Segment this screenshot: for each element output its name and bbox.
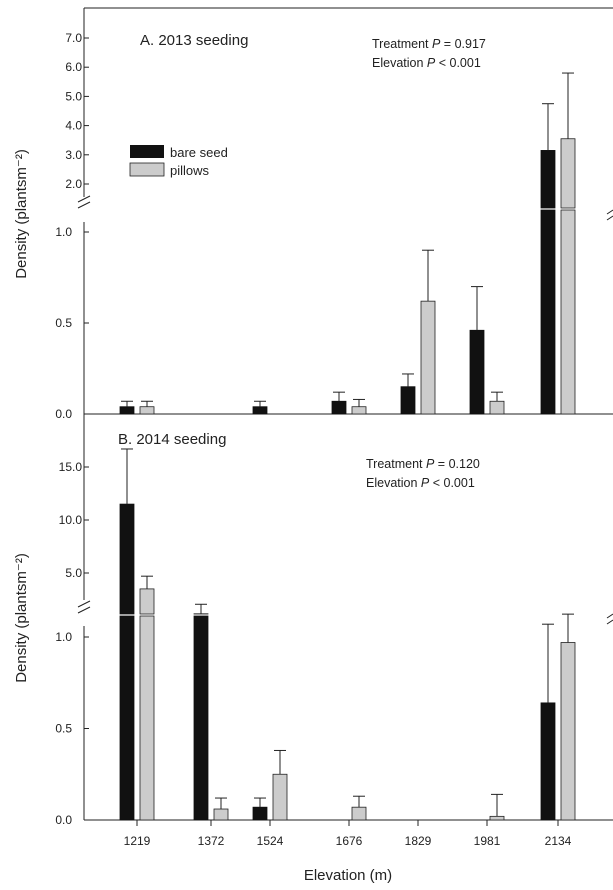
panel-b-bar-pillows [560, 642, 576, 821]
panel-b-axis-break-mark [77, 600, 91, 614]
chart-marks: 0.0 0.5 1.0 2.0 3.0 4.0 5.0 6.0 7.0 0.0 0.5 1.0 5.0 1… [55, 31, 576, 848]
panel-b-bar-pillows [213, 808, 229, 821]
panel-a-bar-pillows [420, 300, 436, 415]
panel-b-bar-bare-seed-lower [193, 615, 209, 821]
panel-b-bar-bare-seed-lower [119, 615, 135, 821]
x-tick-label: 1981 [474, 834, 501, 848]
panel-a-bar-bare-seed-lower [540, 209, 556, 415]
x-tick-label: 1219 [124, 834, 151, 848]
panel-b-bar-pillows [489, 815, 505, 821]
panel-a-frame [83, 7, 613, 415]
panel-a-bar-pillows [139, 406, 155, 415]
panel-b-stat-treatment: Treatment P = 0.120 [366, 457, 480, 471]
panel-a-bar-bare-seed [252, 406, 268, 415]
legend-label-bare-seed: bare seed [170, 145, 228, 160]
panel-a-y-axis-label: Density (plantsm⁻²) [13, 149, 30, 279]
x-tick-label: 1524 [257, 834, 284, 848]
x-tick-label: 1372 [198, 834, 225, 848]
panel-b: B. 2014 seeding Treatment P = 0.120 Elev… [13, 414, 613, 821]
legend-swatch-bare-seed [130, 145, 164, 158]
panel-a-bar-bare-seed [469, 329, 485, 415]
panel-b-title: B. 2014 seeding [118, 431, 226, 448]
panel-a-right-break-mark [606, 209, 613, 221]
panel-a-y-tick-label: 6.0 [65, 60, 82, 74]
legend-label-pillows: pillows [170, 163, 210, 178]
panel-b-bar-bare-seed [540, 702, 556, 821]
legend-swatch-pillows [129, 162, 165, 177]
panel-a-bar-bare-seed [119, 406, 135, 415]
panel-a-axis-break-mark [77, 195, 91, 209]
panel-a-stat-elevation: Elevation P < 0.001 [372, 56, 481, 70]
panel-b-y-tick-label: 0.0 [55, 813, 72, 827]
x-tick-label: 1829 [405, 834, 432, 848]
panel-a-title: A. 2013 seeding [140, 32, 248, 49]
panel-b-y-axis-label: Density (plantsm⁻²) [13, 553, 30, 683]
panel-b-y-tick-label: 5.0 [65, 566, 82, 580]
panel-a-bar-pillows-lower [560, 209, 576, 415]
panel-a-y-tick-label: 7.0 [65, 31, 82, 45]
panel-b-bar-bare-seed-upper [119, 503, 135, 615]
panel-a-y-tick-label: 5.0 [65, 89, 82, 103]
panel-b-stat-elevation: Elevation P < 0.001 [366, 476, 475, 490]
panel-a-bar-pillows-upper [560, 138, 576, 209]
panel-a-bar-pillows [351, 406, 367, 415]
panel-b-bar-bare-seed [252, 806, 268, 821]
panel-a-y-tick-label: 3.0 [65, 148, 82, 162]
panel-a-stat-treatment: Treatment P = 0.917 [372, 37, 486, 51]
panel-b-y-tick-label: 1.0 [55, 630, 72, 644]
panel-b-y-tick-label: 0.5 [55, 722, 72, 736]
panel-b-bar-pillows-lower [139, 615, 155, 821]
panel-a-y-tick-label: 4.0 [65, 119, 82, 133]
panel-b-bar-pillows [272, 773, 288, 821]
panel-a-bar-pillows [489, 400, 505, 415]
x-tick-label: 2134 [545, 834, 572, 848]
x-axis-label: Elevation (m) [304, 867, 392, 884]
panel-a-y-tick-label: 0.0 [55, 407, 72, 421]
panel-a-y-tick-label: 1.0 [55, 225, 72, 239]
x-tick-label: 1676 [336, 834, 363, 848]
panel-a: A. 2013 seeding Treatment P = 0.917 Elev… [13, 7, 613, 415]
panel-b-y-tick-label: 15.0 [59, 460, 83, 474]
panel-a-bar-bare-seed [331, 400, 347, 415]
panel-b-right-break-mark [606, 613, 613, 625]
panel-b-bar-pillows [351, 806, 367, 821]
panel-a-y-tick-label: 2.0 [65, 177, 82, 191]
panel-b-bar-pillows-upper [139, 588, 155, 615]
panel-b-y-tick-label: 10.0 [59, 513, 83, 527]
panel-a-y-tick-label: 0.5 [55, 316, 72, 330]
panel-a-bar-bare-seed [400, 386, 416, 415]
panel-a-bar-bare-seed-upper [540, 150, 556, 209]
